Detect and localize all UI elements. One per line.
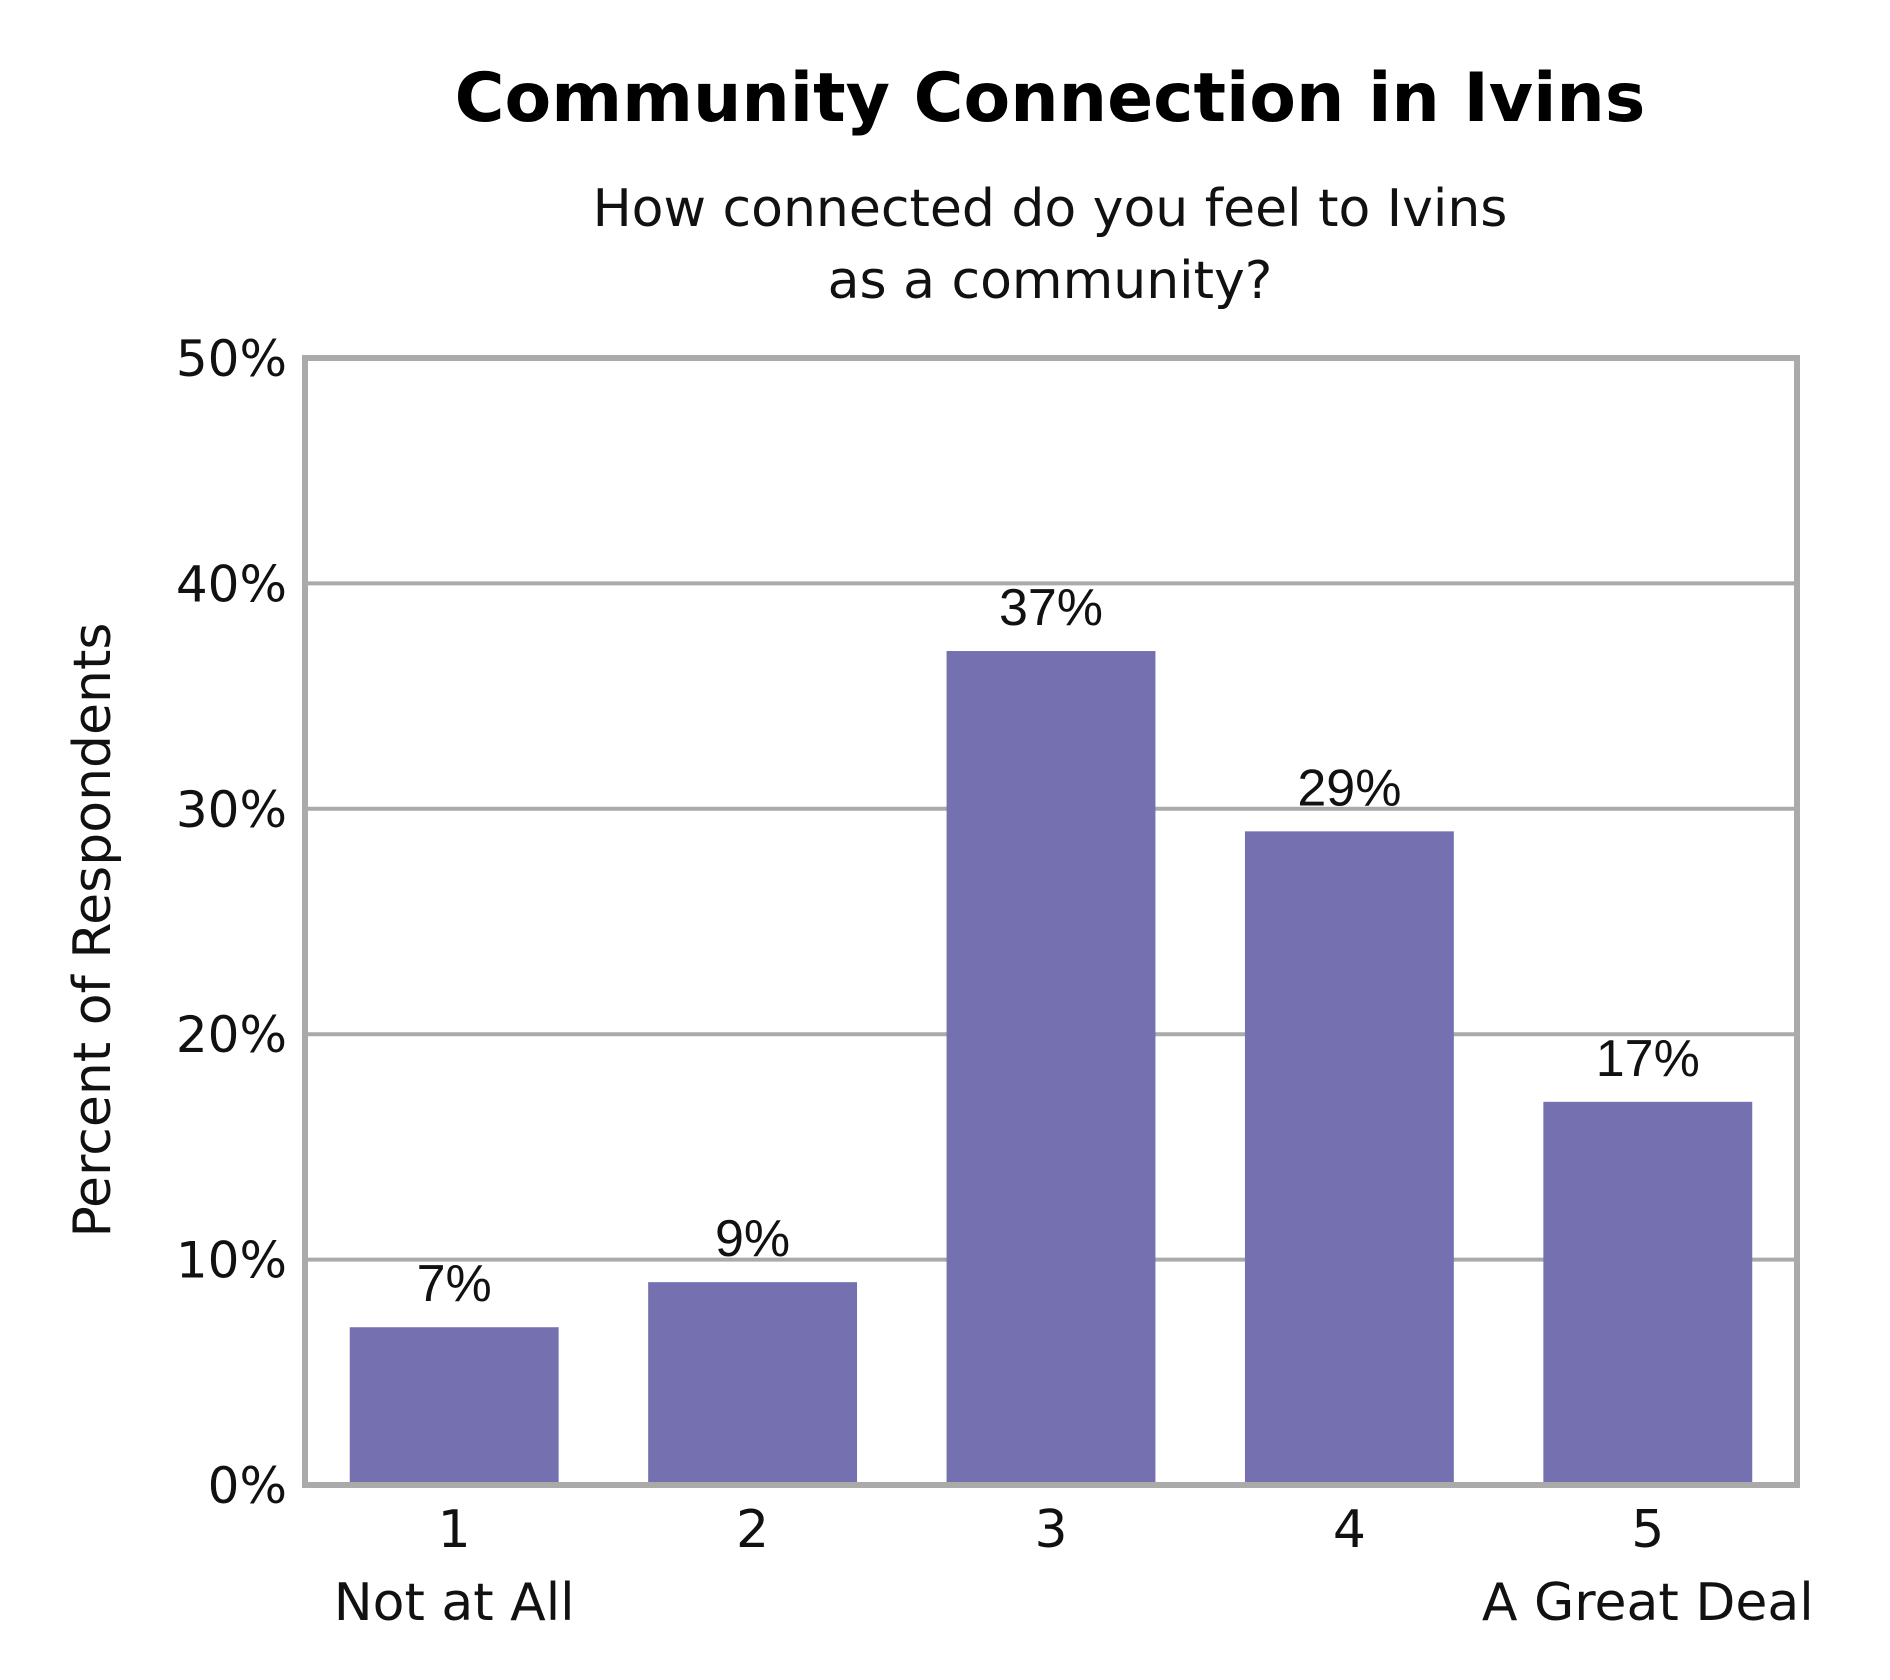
data-label: 17% [1596,1030,1700,1088]
plot-frame [302,355,1800,1488]
y-tick-label: 50% [176,330,287,388]
bars [349,651,1753,1485]
bar [349,1327,559,1485]
x-tick-label: 5 [1631,1500,1664,1560]
bar [946,651,1156,1485]
x-tick-sublabel: A Great Deal [1482,1573,1814,1633]
bar [648,1282,858,1485]
labels: 0% 10% 20% 30% 40% 50% 7% 1 Not at All 9% 2 37% 3 29%… [176,330,1814,1633]
y-tick-label: 30% [176,781,287,839]
y-tick-label: 0% [208,1457,287,1515]
chart-subtitle-line-1: How connected do you feel to Ivins [593,179,1508,239]
data-label: 29% [1297,759,1401,817]
bar [1244,831,1454,1485]
chart-subtitle-line-2: as a community? [828,251,1273,311]
data-label: 9% [715,1210,790,1268]
y-tick-label: 20% [176,1006,287,1064]
y-axis-label: Percent of Respondents [63,623,123,1238]
data-label: 37% [999,579,1103,637]
x-tick-label: 2 [736,1500,769,1560]
chart-title: Community Connection in Ivins [455,59,1646,138]
bar [1543,1101,1753,1485]
x-tick-label: 4 [1333,1500,1366,1560]
data-label: 7% [417,1255,492,1313]
x-tick-label: 3 [1034,1500,1067,1560]
y-tick-label: 10% [176,1232,287,1290]
x-tick-sublabel: Not at All [334,1573,575,1633]
x-tick-label: 1 [438,1500,471,1560]
y-tick-label: 40% [176,555,287,613]
